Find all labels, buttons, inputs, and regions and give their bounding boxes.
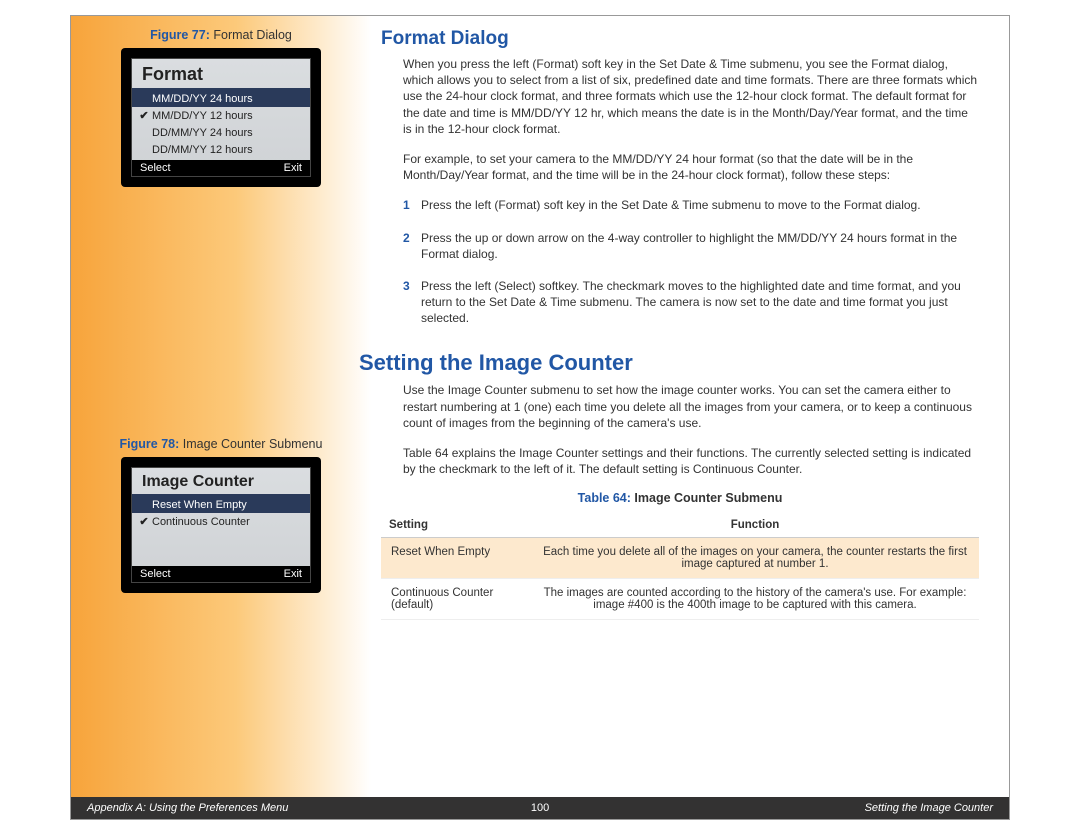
lcd-item: MM/DD/YY 24 hours [132, 90, 310, 107]
step-item: 3Press the left (Select) softkey. The ch… [403, 278, 979, 327]
lcd-title: Format [132, 59, 310, 90]
steps-list: 1Press the left (Format) soft key in the… [381, 197, 979, 326]
heading-image-counter: Setting the Image Counter [359, 350, 979, 376]
cell-function: Each time you delete all of the images o… [531, 538, 979, 579]
col-setting: Setting [381, 513, 531, 538]
lcd-title: Image Counter [132, 468, 310, 496]
figure77-caption: Figure 77: Format Dialog [150, 28, 292, 42]
lcd-list: MM/DD/YY 24 hours ✔MM/DD/YY 12 hours DD/… [132, 90, 310, 158]
table-label: Table 64: [578, 491, 631, 505]
page: Figure 77: Format Dialog Format MM/DD/YY… [70, 15, 1010, 820]
paragraph: When you press the left (Format) soft ke… [381, 56, 979, 137]
content-row: Figure 77: Format Dialog Format MM/DD/YY… [71, 16, 1009, 797]
softkey-select: Select [140, 568, 171, 580]
softkey-select: Select [140, 162, 171, 174]
checkmark-icon: ✔ [136, 109, 152, 122]
step-item: 2Press the up or down arrow on the 4-way… [403, 230, 979, 262]
step-text: Press the up or down arrow on the 4-way … [421, 230, 979, 262]
figure-label: Figure 77: [150, 28, 210, 42]
footer-page-number: 100 [531, 802, 549, 814]
lcd-spacer [132, 530, 310, 547]
cell-setting: Continuous Counter (default) [381, 579, 531, 620]
step-text: Press the left (Format) soft key in the … [421, 197, 921, 213]
table-row: Reset When Empty Each time you delete al… [381, 538, 979, 579]
cell-setting: Reset When Empty [381, 538, 531, 579]
cell-function: The images are counted according to the … [531, 579, 979, 620]
step-number: 1 [403, 197, 421, 213]
lcd-item: ✔Continuous Counter [132, 513, 310, 530]
lcd-inner: Format MM/DD/YY 24 hours ✔MM/DD/YY 12 ho… [131, 58, 311, 177]
paragraph: Table 64 explains the Image Counter sett… [381, 445, 979, 477]
table-caption: Table 64: Image Counter Submenu [381, 491, 979, 505]
lcd-item: DD/MM/YY 12 hours [132, 141, 310, 158]
paragraph: Use the Image Counter submenu to set how… [381, 382, 979, 431]
lcd-list: Reset When Empty ✔Continuous Counter [132, 496, 310, 564]
heading-format-dialog: Format Dialog [381, 28, 979, 50]
footer-right: Setting the Image Counter [549, 802, 993, 814]
softkey-exit: Exit [284, 568, 302, 580]
lcd-item: DD/MM/YY 24 hours [132, 124, 310, 141]
figure-caption-text: Format Dialog [213, 28, 292, 42]
lcd-inner: Image Counter Reset When Empty ✔Continuo… [131, 467, 311, 583]
col-function: Function [531, 513, 979, 538]
table-caption-text: Image Counter Submenu [634, 491, 782, 505]
sidebar: Figure 77: Format Dialog Format MM/DD/YY… [71, 16, 371, 797]
table-row: Continuous Counter (default) The images … [381, 579, 979, 620]
lcd-image-counter: Image Counter Reset When Empty ✔Continuo… [121, 457, 321, 593]
lcd-format-dialog: Format MM/DD/YY 24 hours ✔MM/DD/YY 12 ho… [121, 48, 321, 187]
checkmark-icon: ✔ [136, 515, 152, 528]
page-footer: Appendix A: Using the Preferences Menu 1… [71, 797, 1009, 819]
main-content: Format Dialog When you press the left (F… [371, 16, 1009, 797]
figure78-caption: Figure 78: Image Counter Submenu [120, 437, 323, 451]
step-number: 3 [403, 278, 421, 327]
figure-caption-text: Image Counter Submenu [183, 437, 323, 451]
settings-table: Setting Function Reset When Empty Each t… [381, 513, 979, 620]
lcd-softkeys: Select Exit [132, 160, 310, 176]
lcd-softkeys: Select Exit [132, 566, 310, 582]
footer-left: Appendix A: Using the Preferences Menu [87, 802, 531, 814]
lcd-item: ✔MM/DD/YY 12 hours [132, 107, 310, 124]
step-text: Press the left (Select) softkey. The che… [421, 278, 979, 327]
lcd-item: Reset When Empty [132, 496, 310, 513]
table-header-row: Setting Function [381, 513, 979, 538]
step-number: 2 [403, 230, 421, 262]
lcd-spacer [132, 547, 310, 564]
paragraph: For example, to set your camera to the M… [381, 151, 979, 183]
softkey-exit: Exit [284, 162, 302, 174]
step-item: 1Press the left (Format) soft key in the… [403, 197, 979, 213]
figure-label: Figure 78: [120, 437, 180, 451]
